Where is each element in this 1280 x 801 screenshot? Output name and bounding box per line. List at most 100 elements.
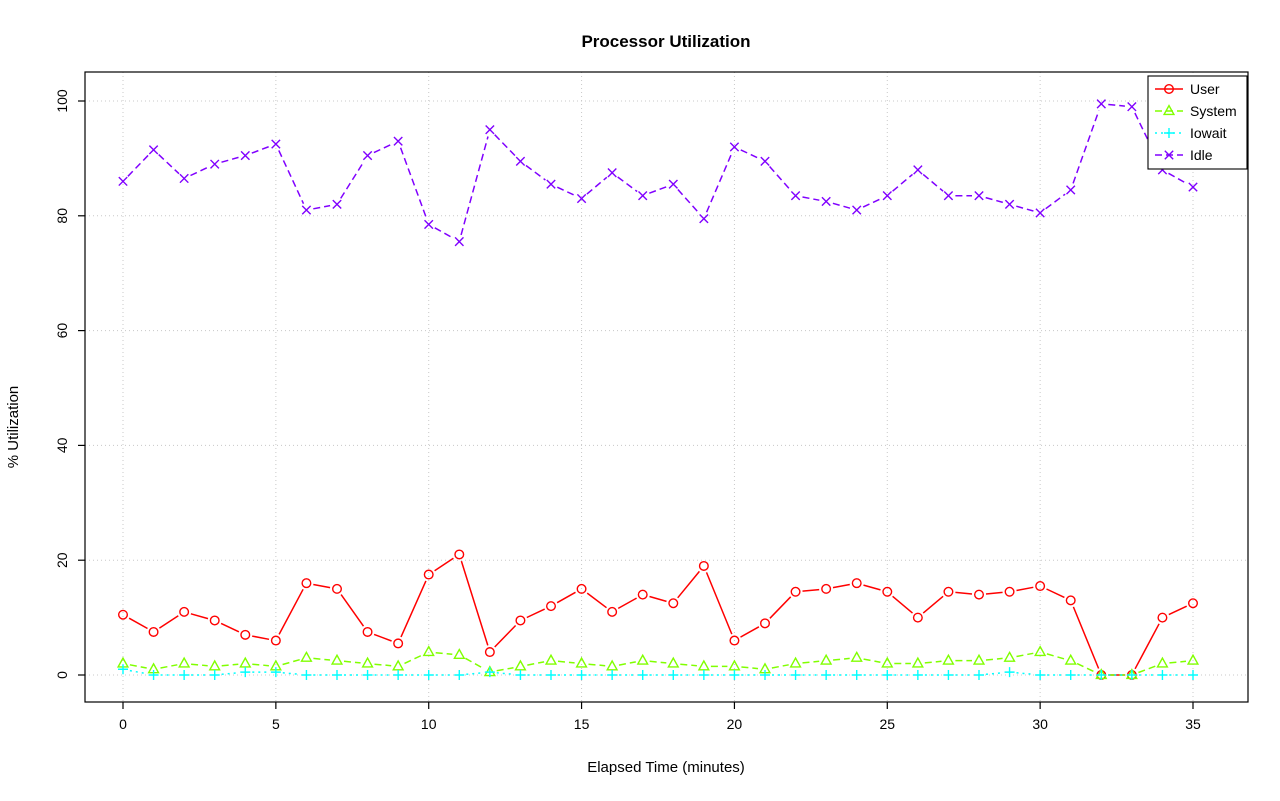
circle-marker-icon [393,638,404,649]
series-iowait-line [129,669,1186,676]
triangle-marker-icon [239,656,252,668]
triangle-marker-icon [972,653,986,665]
x-marker-icon [515,156,526,166]
x-marker-icon [576,193,587,204]
triangle-marker-icon [330,653,344,665]
plus-marker-icon [882,670,893,680]
gridlines [85,72,1248,702]
x-axis-label: Elapsed Time (minutes) [587,759,745,776]
plus-marker-icon [668,670,679,680]
y-tick-label: 100 [54,89,70,113]
plus-marker-icon [1096,670,1107,680]
circle-marker-icon [423,569,434,580]
plus-marker-icon [1157,670,1168,680]
circle-marker-icon [974,589,985,600]
legend: User System Iowait Idle [1147,75,1248,170]
plus-marker-icon [301,670,312,680]
plus-marker-icon [943,670,954,680]
plus-marker-icon [1126,670,1137,680]
y-tick-label: 40 [54,437,70,453]
circle-marker-icon [1163,83,1174,94]
x-marker-icon [240,150,250,161]
legend-item-idle: Idle [1155,147,1213,163]
circle-marker-icon [515,615,526,626]
x-marker-icon [301,205,312,215]
triangle-marker-icon [422,645,435,657]
x-marker-icon [943,191,954,201]
plot-area: 0 5 10 15 20 25 30 35 0 20 40 60 80 100 User System Iowa… [54,71,1249,732]
circle-marker-icon [668,598,679,609]
circle-marker-icon [1187,598,1198,609]
x-marker-icon [546,179,556,189]
triangle-marker-icon [881,656,894,668]
triangle-marker-icon [544,653,558,665]
series-system-line [129,651,1187,676]
triangle-marker-icon [1162,104,1176,116]
circle-marker-icon [301,578,312,589]
triangle-marker-icon [850,650,863,662]
triangle-marker-icon [942,653,955,665]
plus-marker-icon [148,670,159,680]
circle-marker-icon [729,635,740,646]
series-user-line [128,557,1188,676]
x-tick-label: 10 [421,716,437,732]
plus-marker-icon [729,670,740,680]
x-marker-icon [118,176,128,187]
series-user [117,549,1198,681]
x-marker-icon [271,139,281,149]
triangle-marker-icon [728,659,741,671]
triangle-marker-icon [392,659,405,671]
triangle-marker-icon [789,656,802,668]
x-marker-icon [699,213,709,224]
legend-label: User [1190,81,1220,97]
legend-label: Iowait [1190,125,1227,141]
legend-item-iowait: Iowait [1155,125,1227,141]
plus-marker-icon [393,670,404,680]
plus-marker-icon [118,664,128,675]
plus-marker-icon [1035,670,1046,680]
legend-label: Idle [1190,147,1213,163]
circle-marker-icon [179,606,190,617]
plus-marker-icon [912,670,923,680]
circle-marker-icon [148,626,159,637]
x-marker-icon [760,156,770,166]
plus-marker-icon [576,670,587,680]
x-marker-icon [882,191,892,201]
circle-marker-icon [209,615,220,626]
x-marker-icon [974,191,984,201]
y-tick-label: 60 [54,323,70,339]
x-marker-icon [454,236,464,247]
x-tick-label: 5 [272,716,280,732]
legend-item-user: User [1155,81,1220,97]
plus-marker-icon [607,670,618,680]
series-iowait [118,664,1198,680]
triangle-marker-icon [667,656,680,668]
x-marker-icon [729,142,740,152]
axis-ticks: 0 5 10 15 20 25 30 35 0 20 40 60 80 100 [54,89,1201,732]
circle-marker-icon [790,586,801,597]
triangle-marker-icon [820,653,833,665]
x-marker-icon [393,136,403,146]
circle-marker-icon [1065,595,1076,606]
x-marker-icon [1004,199,1015,210]
x-marker-icon [790,191,801,201]
circle-marker-icon [607,606,618,617]
triangle-marker-icon [208,659,221,671]
plus-marker-icon [1188,670,1198,680]
x-marker-icon [1096,99,1106,109]
triangle-marker-icon [636,653,649,665]
plus-marker-icon [484,667,495,678]
triangle-marker-icon [300,650,313,662]
x-marker-icon [913,165,923,175]
circle-marker-icon [1157,612,1168,623]
x-tick-label: 15 [574,716,590,732]
triangle-marker-icon [1034,645,1047,657]
legend-box [1147,75,1248,170]
series-system [116,645,1200,680]
circle-marker-icon [912,612,923,623]
x-marker-icon [668,179,678,189]
x-tick-label: 20 [727,716,743,732]
triangle-marker-icon [575,656,588,668]
triangle-marker-icon [1003,650,1016,662]
